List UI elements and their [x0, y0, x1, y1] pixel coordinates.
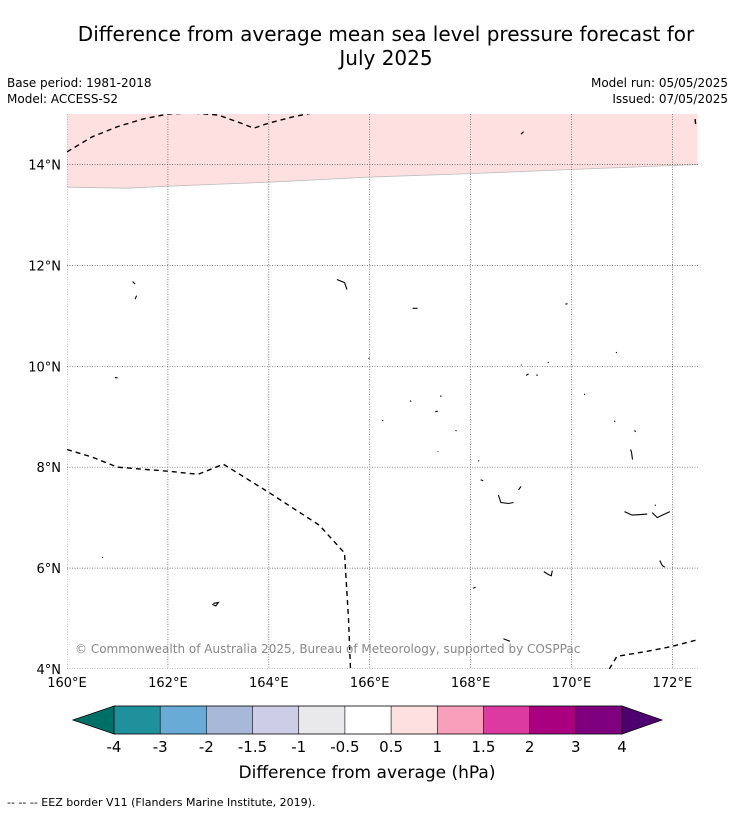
colorbar-tick-label: -3	[153, 738, 168, 756]
lon-tick-label: 168°E	[451, 676, 491, 691]
island-coastline	[437, 450, 439, 452]
lon-tick-label: 160°E	[47, 676, 87, 691]
island-coastline	[634, 430, 637, 433]
base-period-text: Base period: 1981-2018	[7, 76, 152, 90]
colorbar-tick-label: 3	[571, 738, 581, 756]
anomaly-contour-edge	[67, 164, 698, 189]
colorbar-swatch	[114, 706, 161, 734]
colorbar-tick-label: 1.5	[472, 738, 496, 756]
pressure-anomaly-fill-region	[67, 114, 698, 189]
island-coastline	[132, 281, 136, 285]
eez-border-line	[608, 639, 698, 669]
island-coastline	[480, 479, 484, 482]
island-coastline	[435, 410, 438, 413]
island-coastline	[624, 511, 648, 516]
island-coastline	[409, 400, 412, 402]
colorbar-extend-low	[71, 705, 115, 735]
colorbar-tick-label: -2	[199, 738, 214, 756]
eez-border-line	[67, 448, 352, 669]
lon-tick-label: 172°E	[653, 676, 693, 691]
island-coastline	[629, 449, 634, 460]
island-coastline	[583, 393, 586, 396]
island-coastline	[536, 374, 538, 376]
lat-tick-label: 4°N	[37, 663, 62, 678]
island-coastline	[525, 373, 529, 376]
colorbar-tick-label: -0.5	[330, 738, 359, 756]
colorbar-label: Difference from average (hPa)	[239, 763, 496, 783]
island-coastline	[477, 460, 480, 462]
island-coastline	[613, 420, 616, 423]
lat-tick-label: 12°N	[28, 259, 61, 274]
eez-border-line	[694, 119, 697, 125]
meta-left: Base period: 1981-2018 Model: ACCESS-S2	[7, 75, 152, 107]
lon-tick-label: 162°E	[148, 676, 188, 691]
colorbar-swatch	[252, 706, 299, 734]
issued-text: Issued: 07/05/2025	[612, 92, 728, 106]
lat-tick-label: 14°N	[28, 159, 61, 174]
colorbar: -4 -3 -2 -1.5 -1 -0.5 0.5 1 1.5 2 3 4 Difference fro…	[71, 705, 664, 783]
island-coastline	[439, 395, 442, 397]
colorbar-swatch	[529, 706, 576, 734]
island-coastline	[518, 486, 522, 491]
colorbar-swatch	[160, 706, 207, 734]
lon-tick-label: 166°E	[350, 676, 390, 691]
colorbar-frame	[113, 705, 623, 735]
island-coastline	[547, 361, 550, 364]
island-coastline	[659, 560, 666, 568]
island-coastline	[134, 295, 138, 300]
title-line-2: July 2025	[339, 46, 433, 70]
meta-right: Model run: 05/05/2025 Issued: 07/05/2025	[591, 75, 728, 107]
island-coastline	[114, 376, 118, 379]
island-coastline	[455, 429, 457, 432]
island-coastline	[615, 351, 618, 354]
colorbar-tick-label: 1	[432, 738, 442, 756]
island-coastline	[101, 556, 104, 559]
colorbar-extend-high	[621, 705, 664, 735]
lat-tick-label: 8°N	[37, 461, 62, 476]
island-coastline	[651, 511, 671, 519]
map-area: © Commonwealth of Australia 2025, Bureau…	[67, 114, 698, 669]
copyright-text: © Commonwealth of Australia 2025, Bureau…	[75, 642, 580, 656]
island-coastline	[212, 601, 220, 607]
colorbar-tick-label: -1	[291, 738, 306, 756]
island-coastline	[654, 504, 657, 507]
lat-tick-label: 6°N	[37, 562, 62, 577]
island-coastline	[543, 570, 553, 577]
lat-tick-label: 10°N	[28, 360, 61, 375]
colorbar-swatch	[483, 706, 530, 734]
colorbar-tick-label: 4	[617, 738, 627, 756]
title-line-1: Difference from average mean sea level p…	[77, 22, 695, 46]
island-coastline	[497, 494, 514, 505]
island-coastline	[336, 278, 348, 290]
eez-border-line	[67, 114, 311, 153]
island-coastline	[503, 638, 511, 642]
colorbar-tick-label: -4	[107, 738, 122, 756]
map-figure: © Commonwealth of Australia 2025, Bureau…	[28, 114, 698, 783]
island-coastline	[472, 586, 476, 589]
colorbar-tick-label: -1.5	[238, 738, 267, 756]
colorbar-tick-label: 2	[525, 738, 535, 756]
colorbar-tick-label: 0.5	[379, 738, 403, 756]
eez-border-footnote: -- -- -- EEZ border V11 (Flanders Marine…	[7, 796, 316, 809]
island-coastline	[520, 364, 522, 366]
island-coastline	[520, 131, 524, 135]
colorbar-swatch	[391, 706, 438, 734]
colorbar-swatch	[575, 706, 622, 734]
model-text: Model: ACCESS-S2	[7, 92, 119, 106]
colorbar-swatch	[206, 706, 253, 734]
lon-tick-label: 170°E	[552, 676, 592, 691]
model-run-text: Model run: 05/05/2025	[590, 76, 728, 90]
colorbar-swatch	[437, 706, 484, 734]
island-coastline	[368, 357, 370, 359]
island-coastline	[565, 303, 568, 305]
island-coastline	[382, 419, 384, 422]
colorbar-swatch	[344, 706, 392, 734]
chart-title: Difference from average mean sea level p…	[40, 22, 732, 70]
lon-tick-label: 164°E	[249, 676, 289, 691]
colorbar-swatch	[298, 706, 345, 734]
